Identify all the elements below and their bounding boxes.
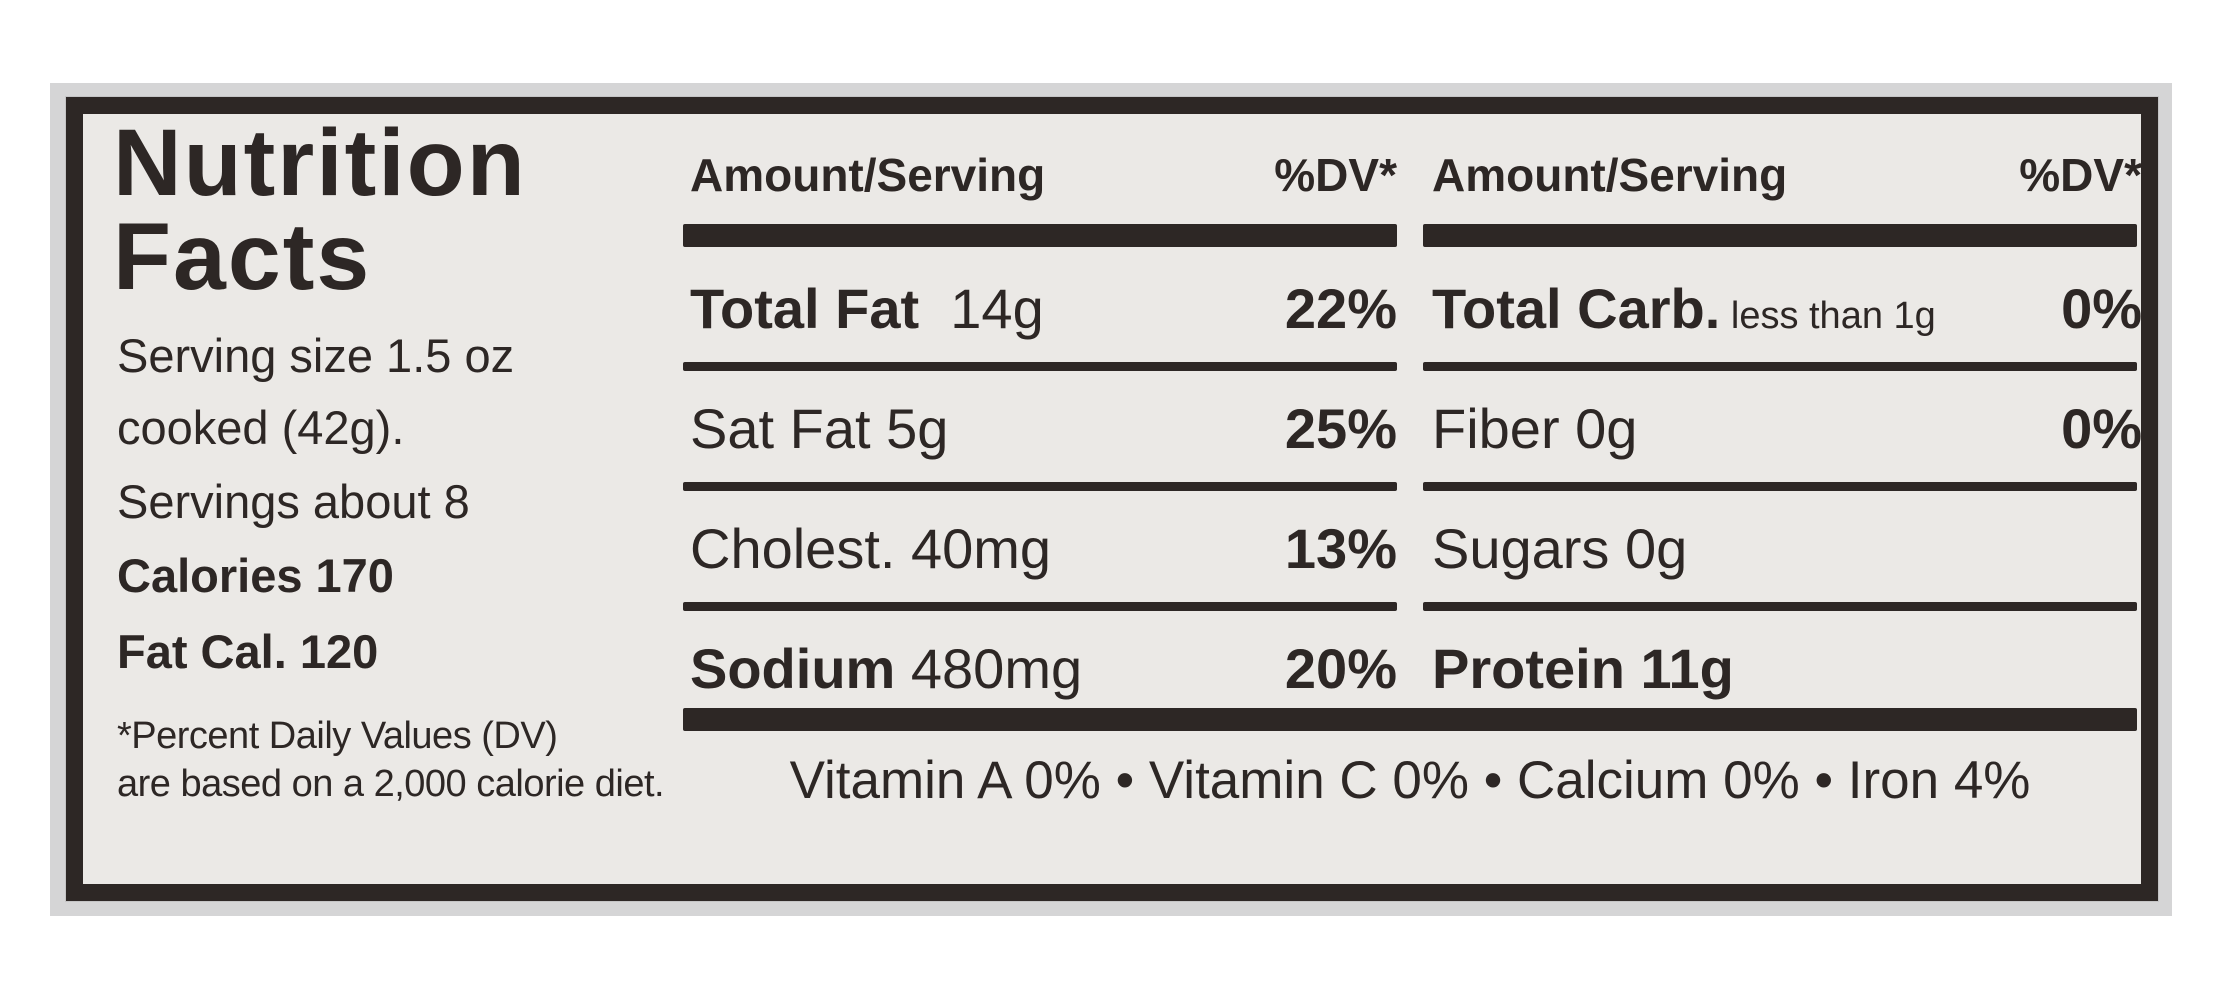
footnote-line2: are based on a 2,000 calorie diet. <box>117 763 665 805</box>
nutrient-dv: 13% <box>1284 517 1397 580</box>
divider-rule-bottom <box>683 708 2137 731</box>
calories-line: Calories 170 <box>117 549 394 602</box>
serving-size-line2: cooked (42g). <box>117 401 405 454</box>
nutrient-dv: 22% <box>1284 277 1397 340</box>
nutrient-dv: 20% <box>1284 637 1397 700</box>
servings-line: Servings about 8 <box>117 475 470 528</box>
label-title-line2: Facts <box>113 204 372 311</box>
header-amount-label: Amount/Serving <box>1432 149 1788 201</box>
nutrient-name: Cholest. 40mg <box>690 517 1052 580</box>
nutrient-dv: 0% <box>2061 397 2142 460</box>
divider-rule <box>683 362 1397 371</box>
nutrition-facts-label: Nutrition Facts Serving size 1.5 oz cook… <box>66 97 2158 901</box>
nutrient-row-protein: Protein 11g <box>1432 630 2142 708</box>
nutrient-name: Sugars 0g <box>1432 517 1688 580</box>
nutrient-name: Sat Fat 5g <box>690 397 949 460</box>
nutrient-name: Fiber 0g <box>1432 397 1638 460</box>
nutrient-row-total-carb: Total Carb. less than 1g 0% <box>1432 270 2142 348</box>
nutrient-name: Total Carb. less than 1g <box>1432 277 1936 340</box>
nutrient-row-sodium: Sodium 480mg 20% <box>690 630 1397 708</box>
divider-rule <box>683 602 1397 611</box>
nutrient-name: Sodium 480mg <box>690 637 1083 700</box>
divider-rule-header-left <box>683 224 1397 247</box>
divider-rule <box>1423 602 2137 611</box>
header-dv-label: %DV* <box>2019 149 2142 201</box>
nutrient-dv: 25% <box>1284 397 1397 460</box>
vitamins-line: Vitamin A 0% • Vitamin C 0% • Calcium 0%… <box>789 751 2031 810</box>
label-title-line1: Nutrition <box>113 110 527 216</box>
footnote-line1: *Percent Daily Values (DV) <box>117 715 558 757</box>
serving-size-line1: Serving size 1.5 oz <box>117 329 515 382</box>
divider-rule <box>1423 482 2137 491</box>
amount-serving-column-left: Amount/Serving %DV* Total Fat 14g 22% Sa… <box>690 114 1397 884</box>
header-amount-label: Amount/Serving <box>690 149 1046 201</box>
nutrient-row-fiber: Fiber 0g 0% <box>1432 390 2142 468</box>
divider-rule-header-right <box>1423 224 2137 247</box>
column-header: Amount/Serving %DV* <box>1432 148 2142 202</box>
header-dv-label: %DV* <box>1274 149 1397 201</box>
nutrient-row-total-fat: Total Fat 14g 22% <box>690 270 1397 348</box>
divider-rule <box>1423 362 2137 371</box>
nutrient-name: Total Fat 14g <box>690 277 1044 340</box>
nutrient-row-sugars: Sugars 0g <box>1432 510 2142 588</box>
nutrient-row-sat-fat: Sat Fat 5g 25% <box>690 390 1397 468</box>
nutrient-name: Protein 11g <box>1432 637 1734 700</box>
amount-serving-column-right: Amount/Serving %DV* Total Carb. less tha… <box>1432 114 2142 884</box>
nutrient-dv: 0% <box>2061 277 2142 340</box>
column-header: Amount/Serving %DV* <box>690 148 1397 202</box>
label-title: Nutrition Facts <box>113 110 527 311</box>
fat-calories-line: Fat Cal. 120 <box>117 625 379 678</box>
nutrient-row-cholesterol: Cholest. 40mg 13% <box>690 510 1397 588</box>
divider-rule <box>683 482 1397 491</box>
